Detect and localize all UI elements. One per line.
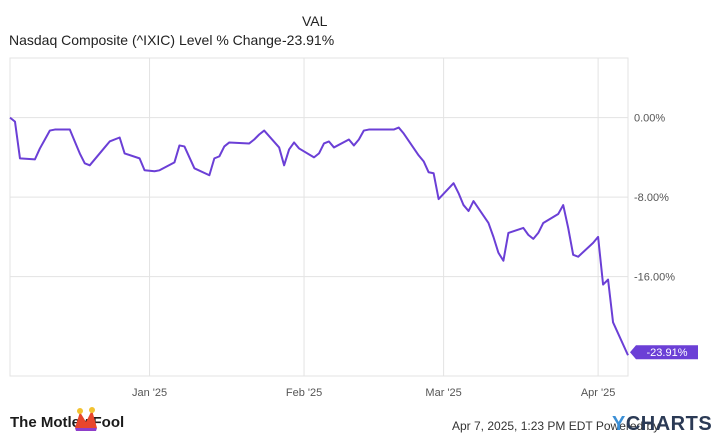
legend-column-header: VAL bbox=[302, 13, 328, 29]
x-tick-label: Mar '25 bbox=[425, 387, 461, 399]
series-line bbox=[9, 116, 629, 356]
chart-timestamp: Apr 7, 2025, 1:23 PM EDT Powered by bbox=[452, 419, 660, 433]
line-chart: 0.00% -8.00% -16.00% Jan '25 Feb '25 Mar '25 A… bbox=[9, 57, 698, 399]
y-tick-label: 0.00% bbox=[634, 113, 665, 125]
motley-fool-logo: The Motley Fool bbox=[10, 404, 310, 438]
x-tick-label: Apr '25 bbox=[581, 387, 616, 399]
end-value-label: -23.91% bbox=[630, 345, 698, 360]
legend-series-value: -23.91% bbox=[282, 32, 335, 48]
jester-hat-icon bbox=[75, 407, 97, 431]
end-value-badge bbox=[630, 345, 698, 360]
x-tick-label: Jan '25 bbox=[132, 387, 167, 399]
x-tick-label: Feb '25 bbox=[286, 387, 322, 399]
plot-frame bbox=[9, 57, 629, 377]
ycharts-logo-text: CHARTS bbox=[625, 413, 713, 435]
ycharts-logo: YCHARTS bbox=[612, 413, 713, 435]
brand-name: The Motley Fool bbox=[10, 414, 125, 431]
chart-legend: VAL Nasdaq Composite (^IXIC) Level % Cha… bbox=[0, 0, 720, 50]
y-tick-label: -8.00% bbox=[634, 192, 669, 204]
end-value-text: -23.91% bbox=[647, 347, 688, 359]
legend-series-name: Nasdaq Composite (^IXIC) Level % Change bbox=[9, 32, 282, 48]
y-tick-label: -16.00% bbox=[634, 272, 675, 284]
